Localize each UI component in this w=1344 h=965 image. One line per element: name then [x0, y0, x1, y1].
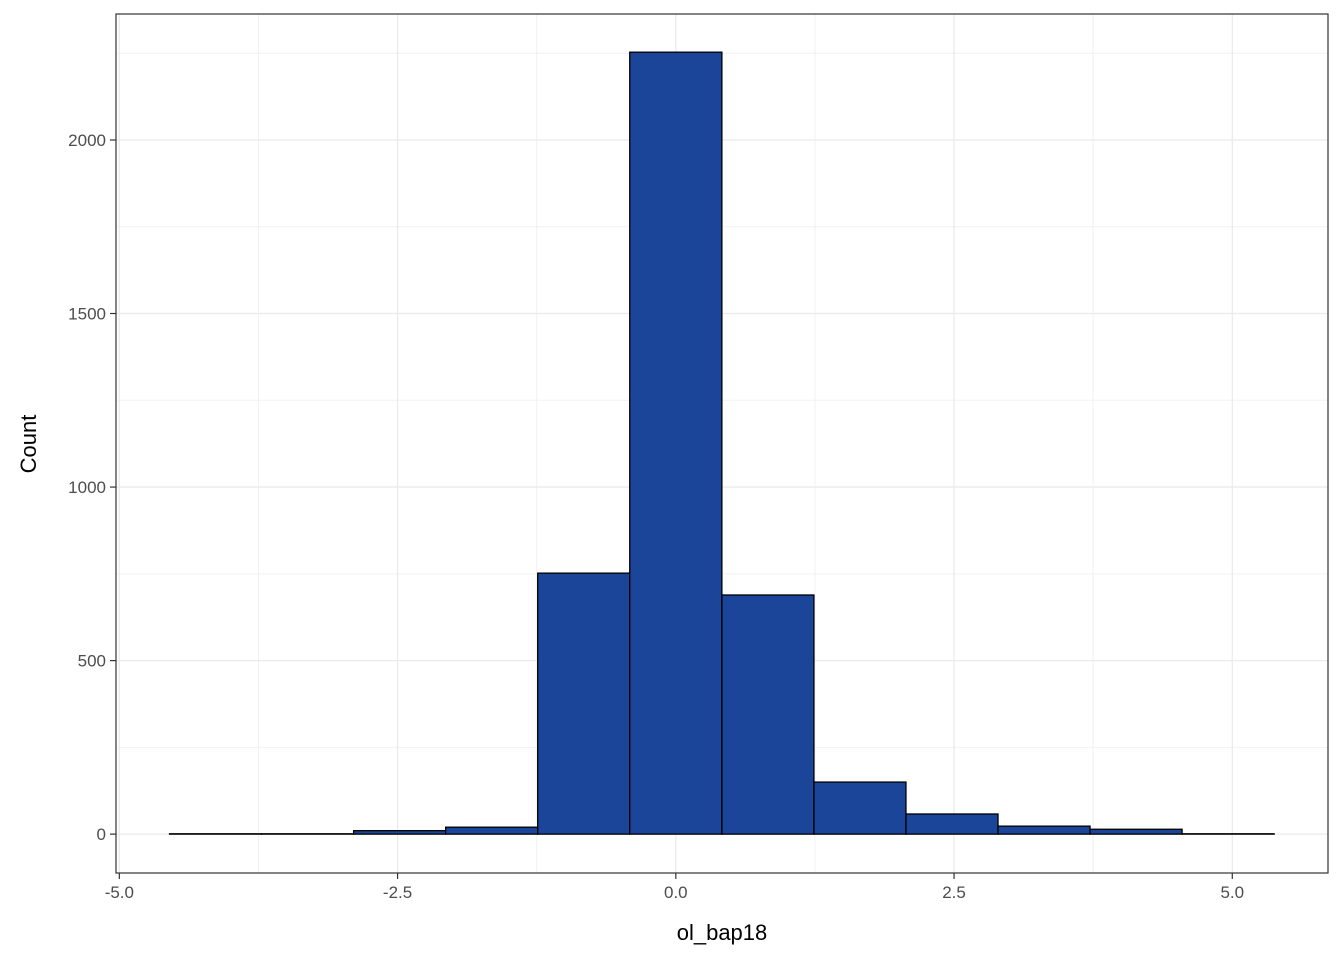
bar — [906, 814, 998, 834]
x-tick-label: 5.0 — [1220, 883, 1244, 902]
x-axis-title: ol_bap18 — [677, 920, 768, 945]
x-tick-label: -2.5 — [383, 883, 412, 902]
y-axis-title: Count — [16, 415, 41, 474]
y-tick-label: 1000 — [68, 478, 106, 497]
y-tick-label: 0 — [97, 825, 106, 844]
x-tick-label: 2.5 — [942, 883, 966, 902]
bar — [630, 52, 722, 834]
x-tick-label: 0.0 — [664, 883, 688, 902]
y-tick-label: 1500 — [68, 305, 106, 324]
bar — [446, 827, 538, 834]
y-tick-label: 500 — [78, 652, 106, 671]
bar — [1090, 829, 1182, 834]
bar — [998, 826, 1090, 834]
bar — [538, 573, 630, 834]
bar — [814, 782, 906, 834]
x-tick-label: -5.0 — [105, 883, 134, 902]
y-tick-label: 2000 — [68, 131, 106, 150]
bar — [722, 595, 814, 834]
bar — [354, 831, 446, 834]
